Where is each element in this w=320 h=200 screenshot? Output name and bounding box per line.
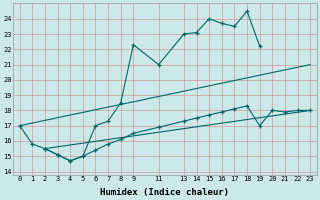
X-axis label: Humidex (Indice chaleur): Humidex (Indice chaleur) [100,188,229,197]
